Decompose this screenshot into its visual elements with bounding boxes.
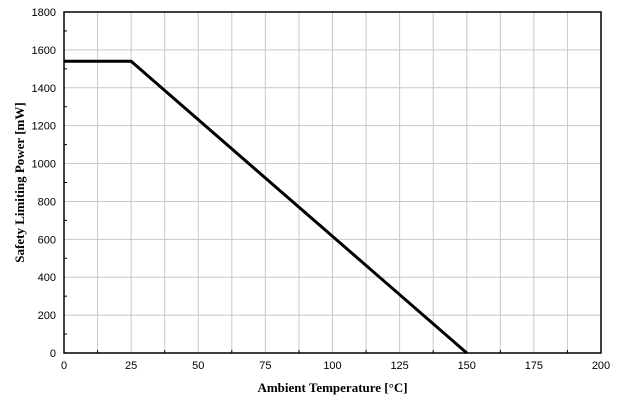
- y-tick-label: 1800: [32, 7, 56, 19]
- minor-ticks: [64, 30, 568, 353]
- y-tick-label: 1400: [32, 83, 56, 95]
- y-tick-label: 400: [38, 272, 56, 284]
- x-tick-label: 100: [323, 360, 341, 372]
- x-tick-label: 75: [259, 360, 271, 372]
- x-tick-labels: 0 25 50 75 100 125 150 175 200: [61, 360, 610, 372]
- y-tick-label: 1000: [32, 159, 56, 171]
- series-layer: [64, 59, 468, 355]
- x-axis-title: Ambient Temperature [°C]: [257, 380, 407, 395]
- x-tick-label: 150: [458, 360, 476, 372]
- plot-frame: [63, 11, 602, 354]
- y-tick-label: 1200: [32, 121, 56, 133]
- x-tick-label: 125: [390, 360, 408, 372]
- x-tick-label: 50: [192, 360, 204, 372]
- y-tick-labels: 0 200 400 600 800 1000 1200 1400 1600 1800: [32, 7, 56, 360]
- grid-lines: [64, 12, 601, 353]
- x-tick-label: 175: [525, 360, 543, 372]
- y-tick-label: 600: [38, 234, 56, 246]
- y-axis-title: Safety Limiting Power [mW]: [12, 102, 27, 262]
- y-tick-label: 800: [38, 196, 56, 208]
- y-tick-label: 200: [38, 310, 56, 322]
- y-tick-label: 0: [50, 348, 56, 360]
- series-line-0: [64, 59, 468, 355]
- x-tick-label: 25: [125, 360, 137, 372]
- x-tick-label: 0: [61, 360, 67, 372]
- y-tick-label: 1600: [32, 45, 56, 57]
- x-tick-label: 200: [592, 360, 610, 372]
